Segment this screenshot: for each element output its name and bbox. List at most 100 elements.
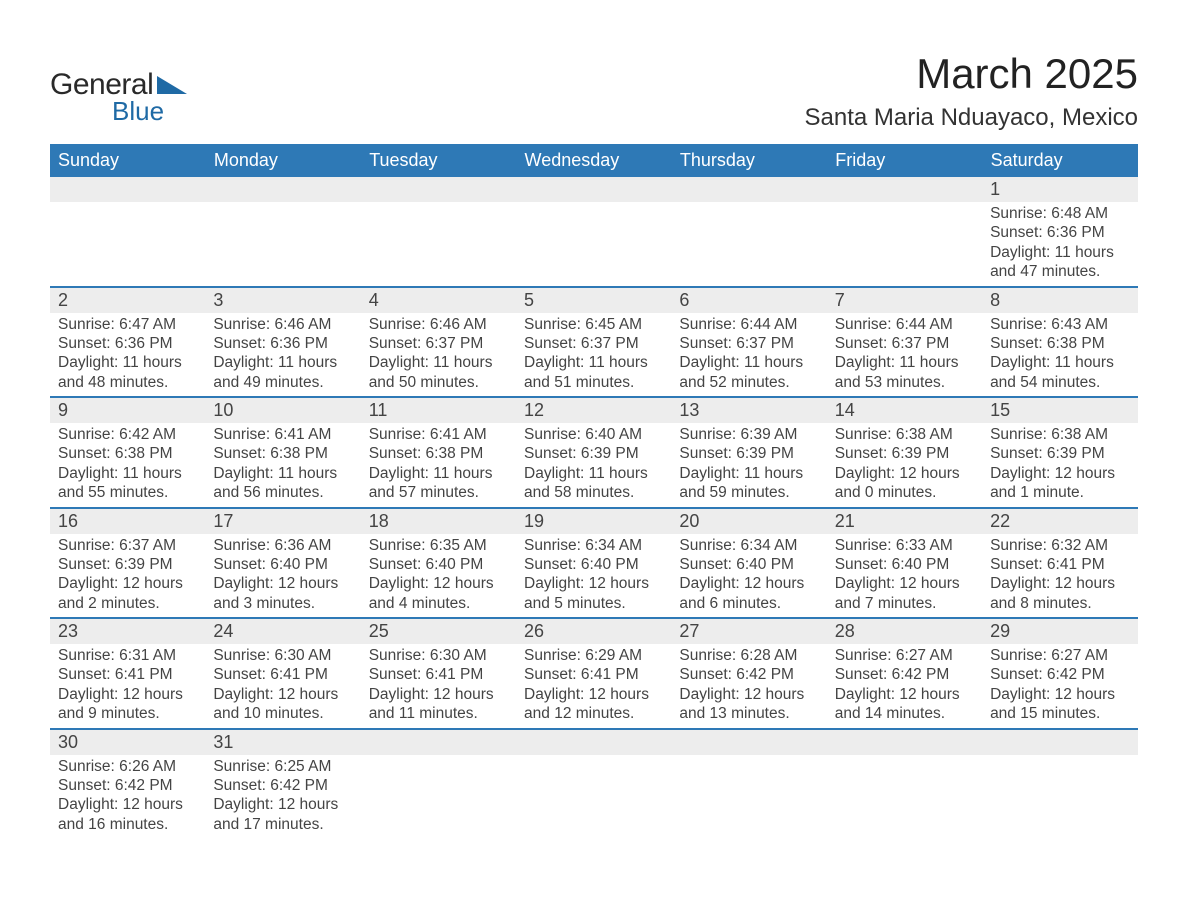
day-number [671,730,826,755]
day-line-d2: and 7 minutes. [835,594,974,613]
day-content: Sunrise: 6:39 AMSunset: 6:39 PMDaylight:… [671,423,826,507]
day-line-d1: Daylight: 12 hours [835,464,974,483]
day-line-d1: Daylight: 12 hours [58,685,197,704]
day-line-d2: and 8 minutes. [990,594,1129,613]
day-content [361,755,516,780]
day-line-d2: and 50 minutes. [369,373,508,392]
day-number: 19 [516,509,671,534]
week-row: 1Sunrise: 6:48 AMSunset: 6:36 PMDaylight… [50,177,1138,287]
day-cell: 13Sunrise: 6:39 AMSunset: 6:39 PMDayligh… [671,397,826,508]
day-content: Sunrise: 6:33 AMSunset: 6:40 PMDaylight:… [827,534,982,618]
day-number [516,177,671,202]
day-line-d1: Daylight: 12 hours [990,685,1129,704]
day-line-d2: and 16 minutes. [58,815,197,834]
day-content: Sunrise: 6:41 AMSunset: 6:38 PMDaylight:… [205,423,360,507]
day-content: Sunrise: 6:28 AMSunset: 6:42 PMDaylight:… [671,644,826,728]
day-line-sunrise: Sunrise: 6:41 AM [213,425,352,444]
day-line-d1: Daylight: 11 hours [835,353,974,372]
day-content: Sunrise: 6:40 AMSunset: 6:39 PMDaylight:… [516,423,671,507]
day-line-sunrise: Sunrise: 6:46 AM [369,315,508,334]
day-content: Sunrise: 6:38 AMSunset: 6:39 PMDaylight:… [982,423,1137,507]
day-line-sunset: Sunset: 6:40 PM [835,555,974,574]
day-cell: 7Sunrise: 6:44 AMSunset: 6:37 PMDaylight… [827,287,982,398]
day-line-d1: Daylight: 12 hours [213,574,352,593]
day-line-sunset: Sunset: 6:40 PM [369,555,508,574]
day-line-sunrise: Sunrise: 6:31 AM [58,646,197,665]
day-line-d2: and 15 minutes. [990,704,1129,723]
day-line-d2: and 48 minutes. [58,373,197,392]
day-number: 21 [827,509,982,534]
day-line-d1: Daylight: 12 hours [524,574,663,593]
day-line-sunset: Sunset: 6:36 PM [213,334,352,353]
day-cell: 9Sunrise: 6:42 AMSunset: 6:38 PMDaylight… [50,397,205,508]
day-content: Sunrise: 6:48 AMSunset: 6:36 PMDaylight:… [982,202,1137,286]
day-line-sunrise: Sunrise: 6:44 AM [679,315,818,334]
day-number: 3 [205,288,360,313]
logo-word-blue: Blue [112,96,187,127]
day-content: Sunrise: 6:31 AMSunset: 6:41 PMDaylight:… [50,644,205,728]
day-line-d1: Daylight: 11 hours [990,353,1129,372]
day-line-sunset: Sunset: 6:38 PM [990,334,1129,353]
day-content: Sunrise: 6:38 AMSunset: 6:39 PMDaylight:… [827,423,982,507]
day-line-d1: Daylight: 11 hours [679,464,818,483]
day-number: 24 [205,619,360,644]
day-line-d2: and 49 minutes. [213,373,352,392]
day-number: 14 [827,398,982,423]
day-line-sunset: Sunset: 6:42 PM [213,776,352,795]
week-row: 30Sunrise: 6:26 AMSunset: 6:42 PMDayligh… [50,729,1138,839]
day-line-d1: Daylight: 11 hours [524,464,663,483]
day-line-d1: Daylight: 11 hours [58,353,197,372]
day-cell: 16Sunrise: 6:37 AMSunset: 6:39 PMDayligh… [50,508,205,619]
month-title: March 2025 [805,50,1139,98]
day-number: 6 [671,288,826,313]
day-number: 7 [827,288,982,313]
day-header-row: Sunday Monday Tuesday Wednesday Thursday… [50,144,1138,177]
day-line-d2: and 14 minutes. [835,704,974,723]
day-line-sunrise: Sunrise: 6:25 AM [213,757,352,776]
day-number: 26 [516,619,671,644]
day-line-sunrise: Sunrise: 6:46 AM [213,315,352,334]
day-line-d1: Daylight: 12 hours [58,795,197,814]
day-line-sunset: Sunset: 6:41 PM [369,665,508,684]
day-line-sunrise: Sunrise: 6:30 AM [369,646,508,665]
day-line-sunrise: Sunrise: 6:43 AM [990,315,1129,334]
day-line-sunrise: Sunrise: 6:36 AM [213,536,352,555]
day-line-sunset: Sunset: 6:40 PM [679,555,818,574]
day-line-sunset: Sunset: 6:36 PM [58,334,197,353]
day-content [516,202,671,227]
day-line-sunrise: Sunrise: 6:35 AM [369,536,508,555]
day-line-sunrise: Sunrise: 6:42 AM [58,425,197,444]
day-content: Sunrise: 6:44 AMSunset: 6:37 PMDaylight:… [827,313,982,397]
day-line-sunrise: Sunrise: 6:38 AM [990,425,1129,444]
day-content: Sunrise: 6:36 AMSunset: 6:40 PMDaylight:… [205,534,360,618]
day-line-sunset: Sunset: 6:42 PM [835,665,974,684]
day-line-d1: Daylight: 12 hours [213,795,352,814]
day-line-d1: Daylight: 11 hours [369,464,508,483]
day-line-sunrise: Sunrise: 6:27 AM [835,646,974,665]
day-header: Monday [205,144,360,177]
day-line-d1: Daylight: 11 hours [213,353,352,372]
day-cell [516,177,671,287]
day-line-sunset: Sunset: 6:38 PM [213,444,352,463]
day-line-sunrise: Sunrise: 6:30 AM [213,646,352,665]
day-line-sunrise: Sunrise: 6:27 AM [990,646,1129,665]
day-cell: 17Sunrise: 6:36 AMSunset: 6:40 PMDayligh… [205,508,360,619]
day-cell: 24Sunrise: 6:30 AMSunset: 6:41 PMDayligh… [205,618,360,729]
day-header: Saturday [982,144,1137,177]
day-number: 22 [982,509,1137,534]
day-header: Tuesday [361,144,516,177]
week-row: 16Sunrise: 6:37 AMSunset: 6:39 PMDayligh… [50,508,1138,619]
day-number: 12 [516,398,671,423]
day-cell: 4Sunrise: 6:46 AMSunset: 6:37 PMDaylight… [361,287,516,398]
day-line-d2: and 0 minutes. [835,483,974,502]
calendar-table: Sunday Monday Tuesday Wednesday Thursday… [50,144,1138,838]
day-line-sunset: Sunset: 6:39 PM [835,444,974,463]
day-line-d2: and 47 minutes. [990,262,1129,281]
day-cell: 6Sunrise: 6:44 AMSunset: 6:37 PMDaylight… [671,287,826,398]
day-line-d1: Daylight: 12 hours [679,574,818,593]
day-content: Sunrise: 6:27 AMSunset: 6:42 PMDaylight:… [982,644,1137,728]
day-content [205,202,360,227]
day-line-d1: Daylight: 12 hours [58,574,197,593]
day-content: Sunrise: 6:44 AMSunset: 6:37 PMDaylight:… [671,313,826,397]
day-line-sunset: Sunset: 6:37 PM [835,334,974,353]
